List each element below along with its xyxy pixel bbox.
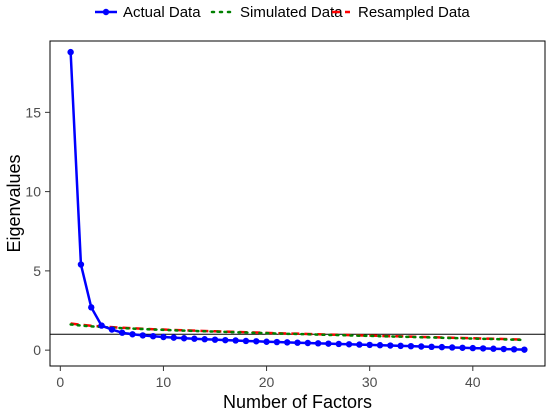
data-point: [490, 345, 497, 352]
x-axis-title: Number of Factors: [223, 392, 372, 412]
data-point: [521, 346, 528, 353]
data-point: [160, 333, 167, 341]
legend-label: Simulated Data: [240, 4, 343, 21]
data-point: [314, 340, 322, 347]
data-point: [376, 342, 384, 349]
legend-label: Actual Data: [123, 4, 201, 21]
legend: Actual Data Simulated Data Resampled Data: [95, 4, 470, 21]
data-point: [345, 341, 353, 348]
data-point: [170, 334, 177, 341]
data-point: [139, 332, 147, 339]
x-tick-label: 40: [465, 374, 481, 390]
data-point: [211, 336, 219, 343]
series-line-actual-data: [69, 52, 525, 351]
legend-item-resampled-data: Resampled Data: [332, 4, 470, 21]
y-tick-label: 0: [33, 342, 41, 358]
data-point: [366, 341, 373, 349]
legend-key-point: [102, 8, 110, 16]
data-point: [459, 344, 466, 351]
data-point: [387, 342, 394, 349]
data-point: [325, 340, 332, 347]
data-point: [67, 48, 74, 56]
data-point: [294, 339, 301, 346]
data-point: [510, 346, 518, 353]
legend-item-simulated-data: Simulated Data: [210, 4, 343, 21]
data-point: [283, 339, 291, 346]
y-tick-label: 15: [25, 104, 41, 120]
x-tick-label: 10: [156, 374, 172, 390]
y-axis-title: Eigenvalues: [4, 154, 24, 252]
x-tick-label: 20: [259, 374, 275, 390]
x-tick-label: 0: [56, 374, 64, 390]
data-point: [304, 339, 312, 347]
data-point: [273, 338, 281, 346]
data-point: [500, 345, 507, 353]
data-point: [428, 343, 435, 351]
data-point: [149, 332, 157, 340]
data-point: [232, 337, 239, 344]
data-point: [180, 335, 188, 342]
data-point: [397, 342, 404, 350]
data-point: [263, 338, 270, 345]
data-point: [201, 336, 208, 343]
data-point: [88, 304, 95, 311]
y-tick-label: 10: [25, 184, 41, 200]
data-point: [129, 331, 136, 338]
legend-label: Resampled Data: [358, 4, 470, 21]
data-point: [335, 340, 342, 348]
data-point: [438, 343, 446, 351]
legend-item-actual-data: Actual Data: [95, 4, 201, 21]
data-point: [253, 338, 260, 345]
data-point: [191, 335, 198, 342]
series-layer: [67, 48, 528, 353]
data-point: [98, 322, 105, 329]
data-point: [108, 326, 116, 333]
y-tick-label: 5: [33, 263, 41, 279]
plot-panel: [49, 40, 546, 367]
axis-ticks: 0 10 20 30 40 0 5 10 15: [25, 104, 480, 390]
series-line-simulated-data: [69, 323, 526, 342]
data-point: [418, 343, 425, 350]
data-point: [479, 345, 487, 352]
data-point: [448, 344, 456, 351]
data-point: [469, 344, 477, 352]
x-tick-label: 30: [362, 374, 378, 390]
data-point: [242, 337, 250, 345]
data-point: [222, 336, 229, 344]
data-point: [118, 329, 126, 336]
data-point: [407, 342, 415, 350]
data-point: [77, 261, 85, 268]
data-point: [356, 341, 363, 348]
